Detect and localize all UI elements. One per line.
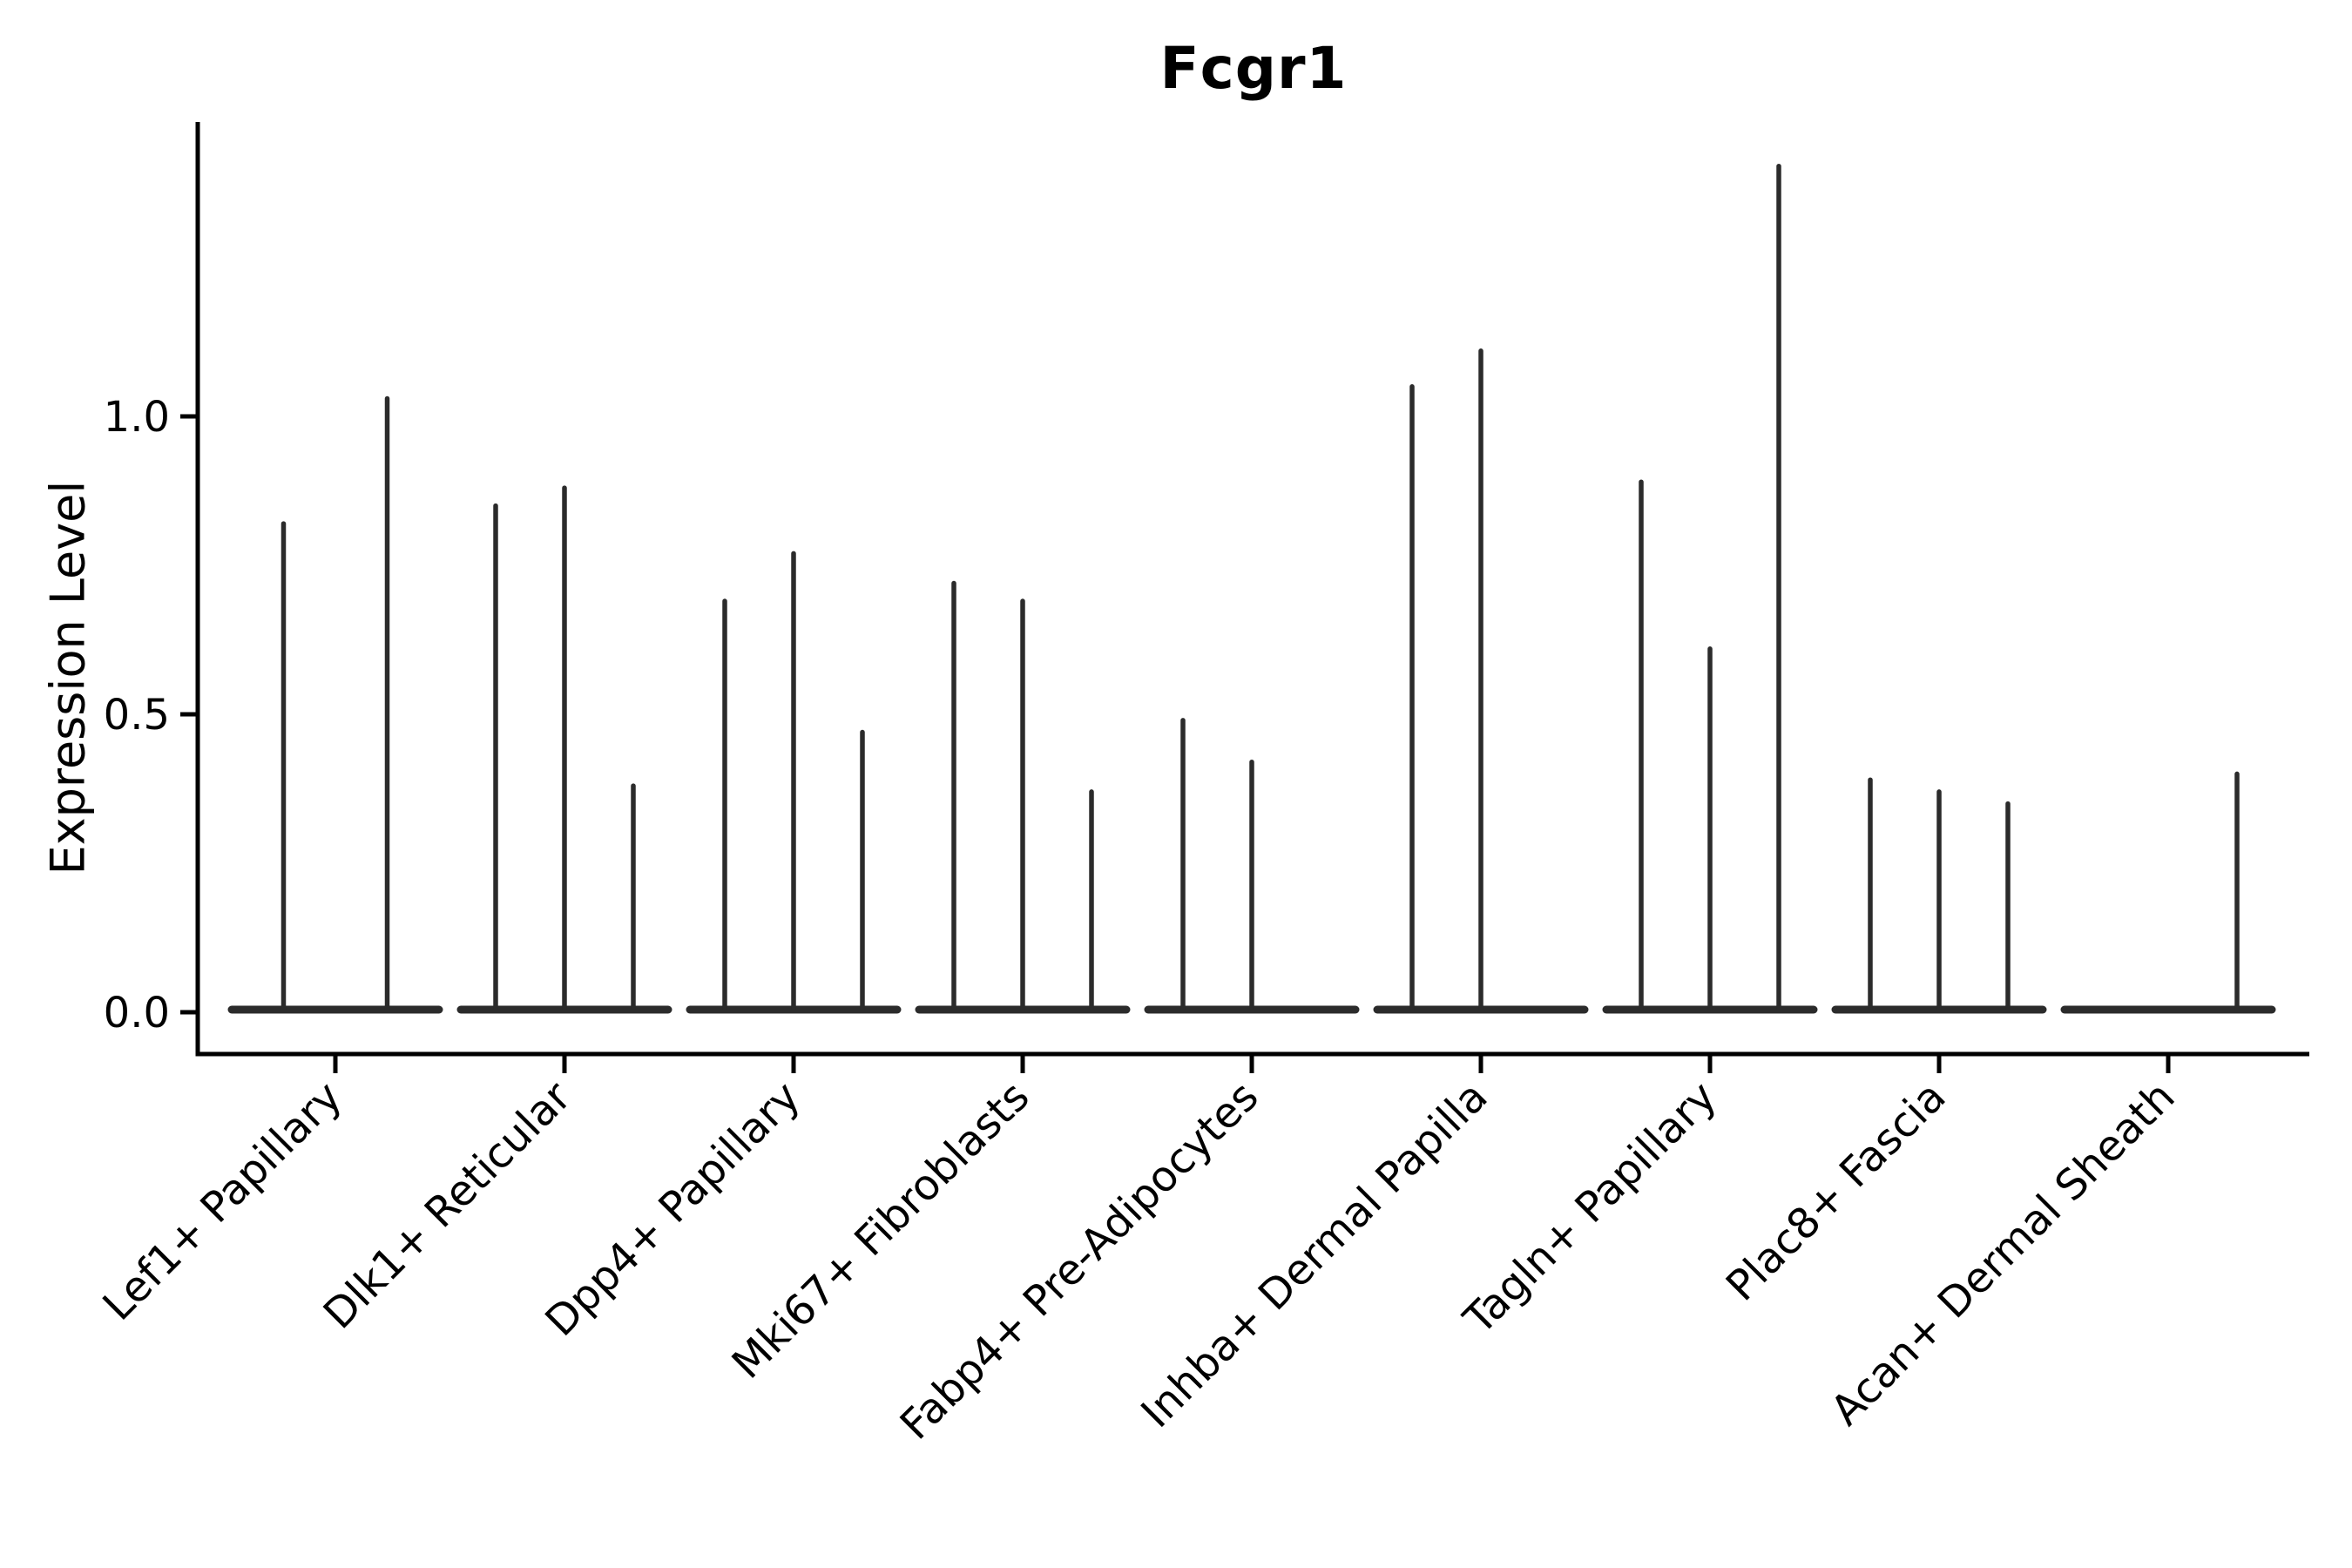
x-tick-label: Dlk1+ Reticular (314, 1072, 581, 1339)
y-tick-label: 0.0 (104, 989, 170, 1037)
y-tick-label: 1.0 (104, 393, 170, 442)
x-tick-label: Dpp4+ Papillary (536, 1072, 809, 1346)
x-tick-label: Tagln+ Papillary (1454, 1072, 1726, 1344)
y-tick-label: 0.5 (104, 691, 170, 740)
x-tick-label: Plac8+ Fascia (1717, 1072, 1956, 1311)
chart-title: Fcgr1 (1159, 35, 1348, 102)
x-tick-label: Lef1+ Papillary (94, 1072, 352, 1330)
